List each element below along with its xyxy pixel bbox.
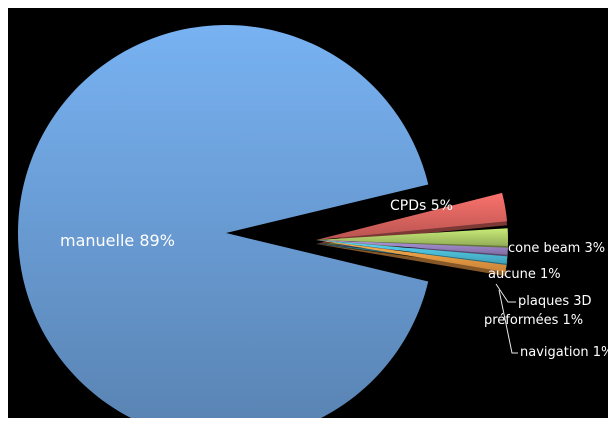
slice-manuelle (18, 25, 429, 418)
label-aucune: aucune 1% (488, 267, 561, 282)
label-manuelle: manuelle 89% (60, 231, 175, 250)
slice-cpds (316, 192, 508, 240)
slice-navigation (316, 240, 507, 273)
label-cone-beam: cone beam 3% (508, 241, 605, 256)
slice-cone-beam (316, 228, 509, 247)
label-plaques-3d-line2: préformées 1% (484, 313, 583, 328)
label-plaques-3d-line1: plaques 3D (518, 294, 592, 309)
slice-aucune (316, 240, 508, 255)
label-navigation: navigation 1% (520, 345, 608, 360)
slice-plaques-3d-préformées (316, 240, 508, 264)
leader-navigation (498, 289, 518, 354)
pie-chart: manuelle 89% CPDs 5% cone beam 3% aucune 1%… (18, 25, 608, 418)
label-cpds: CPDs 5% (390, 198, 453, 214)
leader-plaques-3d (495, 283, 516, 303)
chart-frame: manuelle 89% CPDs 5% cone beam 3% aucune 1%… (8, 8, 608, 418)
slice-side-navigation (316, 244, 507, 277)
